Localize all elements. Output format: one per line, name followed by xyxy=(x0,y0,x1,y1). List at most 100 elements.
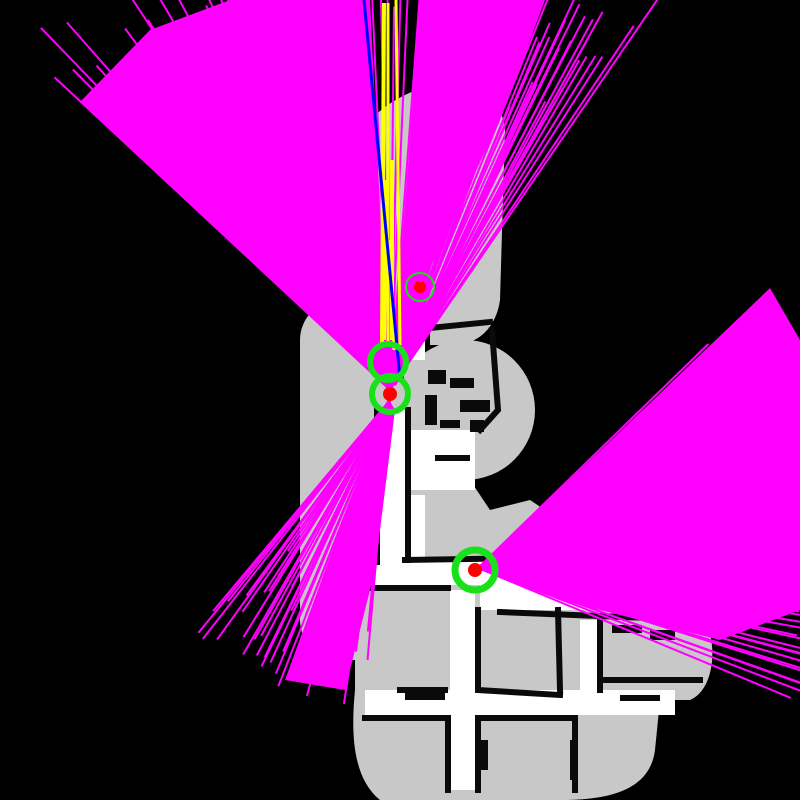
lidar-ray xyxy=(477,548,800,569)
lidar-ray xyxy=(477,567,800,640)
lidar-ray xyxy=(477,487,800,569)
lidar-ray xyxy=(394,11,604,386)
south-east-hall xyxy=(580,620,600,710)
lidar-ray xyxy=(477,567,800,655)
lidar-ray xyxy=(95,64,391,391)
pose-ring xyxy=(369,373,411,415)
lidar-ray xyxy=(389,0,449,391)
lidar-ray xyxy=(394,55,588,386)
obstacle-clutter xyxy=(405,370,675,780)
lidar-ray xyxy=(477,567,800,590)
heading-line xyxy=(362,0,402,379)
lidar-ray xyxy=(336,399,391,668)
lidar-ray xyxy=(477,531,800,569)
clutter-block xyxy=(405,692,445,700)
lidar-ray xyxy=(477,356,741,569)
lidar-ray xyxy=(249,0,391,391)
lidar-ray xyxy=(164,74,391,391)
lidar-ray xyxy=(289,0,391,391)
lidar-ray xyxy=(66,21,391,391)
lidar-ray xyxy=(318,0,391,391)
clutter-block xyxy=(425,395,437,425)
lidar-ray xyxy=(394,47,560,386)
lidar-ray xyxy=(394,0,503,386)
pose-ring xyxy=(367,341,409,383)
lidar-ray xyxy=(394,46,497,386)
clutter-block xyxy=(435,455,470,461)
clutter-block xyxy=(470,420,484,432)
wall-south-room xyxy=(475,607,564,699)
lidar-ray xyxy=(477,517,800,569)
lidar-ray xyxy=(477,567,800,692)
lidar-ray xyxy=(303,0,391,391)
lidar-ray xyxy=(389,0,432,391)
lidar-ray xyxy=(477,340,724,569)
lidar-ray xyxy=(477,567,800,672)
lidar-ray xyxy=(237,0,391,391)
pose-ring xyxy=(405,272,435,302)
lidar-ray xyxy=(40,27,391,391)
lidar-ray xyxy=(477,567,800,685)
lidar-ray xyxy=(477,463,800,569)
lidar-ray xyxy=(477,567,800,629)
lidar-ray xyxy=(242,399,391,655)
lidar-ray xyxy=(202,21,391,391)
lidar-ray xyxy=(263,399,391,658)
lidar-ray xyxy=(477,495,800,569)
planned-path-segment xyxy=(380,2,386,346)
pose-marker xyxy=(451,546,499,594)
lidar-ray xyxy=(477,341,780,569)
lidar-ray xyxy=(208,0,391,391)
clutter-block xyxy=(620,695,660,701)
clutter-block xyxy=(440,420,460,428)
lidar-ray xyxy=(389,0,460,391)
lidar-ray xyxy=(477,538,800,569)
planned-path-segment xyxy=(382,179,388,341)
lidar-ray xyxy=(477,567,800,649)
pose-dot xyxy=(383,387,397,401)
lidar-ray xyxy=(145,69,391,391)
lidar-fan-right xyxy=(477,320,800,699)
lidar-ray xyxy=(477,445,800,569)
pose-marker xyxy=(367,341,409,383)
lidar-ray xyxy=(477,556,800,569)
lidar-ray xyxy=(477,343,709,569)
lidar-ray xyxy=(220,0,391,391)
lidar-ray xyxy=(159,0,391,391)
lidar-ray xyxy=(477,376,800,569)
pose-marker-layer xyxy=(367,272,499,594)
lidar-scan-layer xyxy=(40,0,800,704)
lidar-ray xyxy=(326,0,391,391)
lidar-ray xyxy=(259,0,391,391)
lidar-ray xyxy=(245,399,391,597)
pose-dot xyxy=(414,281,426,293)
lidar-ray xyxy=(477,469,800,569)
lidar-fan-upper-right xyxy=(394,0,604,386)
lidar-ray xyxy=(477,567,792,699)
lidar-ray xyxy=(477,389,800,569)
wall-south-room-east xyxy=(554,606,564,694)
lidar-ray xyxy=(178,0,391,391)
lidar-ray xyxy=(335,0,391,391)
lidar-ray xyxy=(394,42,541,386)
planned-path-segment xyxy=(394,0,402,346)
lidar-ray xyxy=(394,71,504,386)
lidar-ray xyxy=(477,567,800,602)
clutter-block xyxy=(480,740,488,770)
clutter-block xyxy=(570,740,578,780)
clutter-block xyxy=(428,370,446,384)
lidar-ray xyxy=(139,88,391,391)
lidar-ray xyxy=(282,399,391,652)
lidar-ray xyxy=(90,102,391,391)
pose-marker xyxy=(405,272,435,302)
lidar-ray xyxy=(389,0,474,391)
lidar-ray xyxy=(477,320,760,569)
lidar-ray xyxy=(147,19,391,391)
lidar-ray xyxy=(477,563,800,569)
lidar-ray xyxy=(394,14,535,386)
lidar-ray xyxy=(477,454,800,569)
lidar-ray xyxy=(477,567,800,616)
clutter-block xyxy=(450,378,474,388)
pose-marker xyxy=(369,373,411,415)
lidar-ray xyxy=(131,67,391,391)
